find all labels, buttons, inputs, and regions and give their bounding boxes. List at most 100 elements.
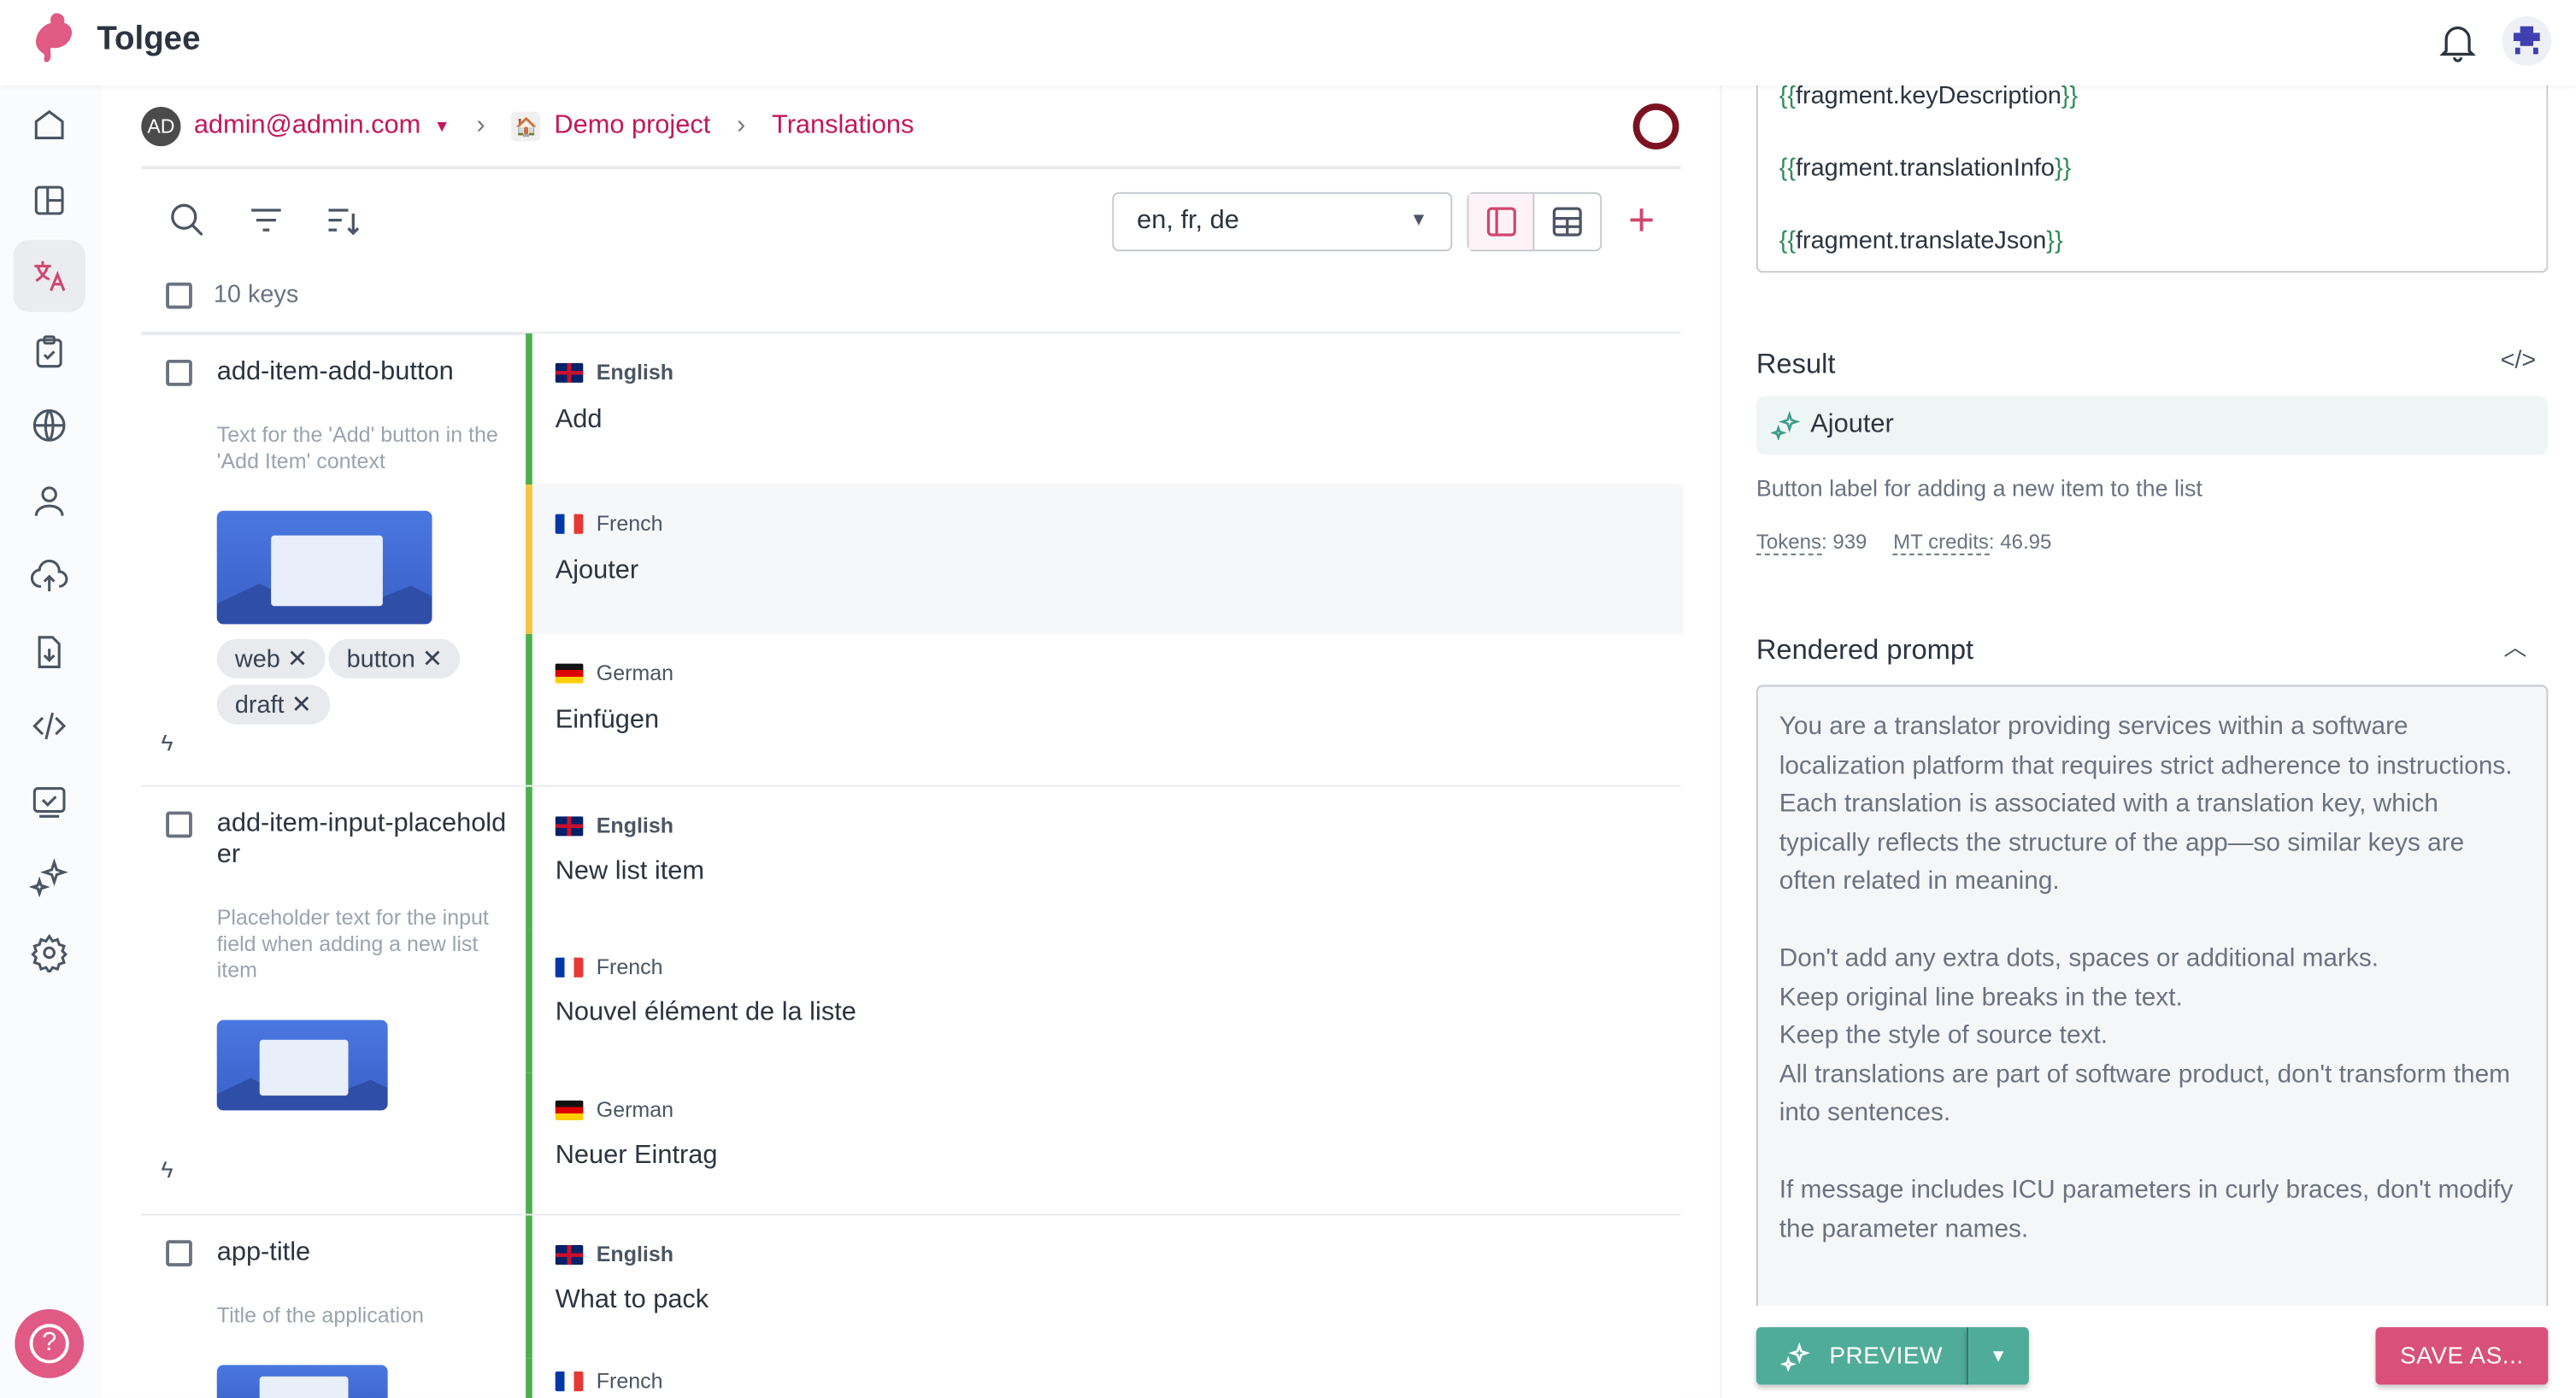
language-name: French bbox=[596, 1368, 663, 1394]
translation-cell[interactable]: German Einfügen bbox=[526, 633, 1681, 785]
sidebar-item-home[interactable] bbox=[13, 89, 85, 162]
table-view-button[interactable] bbox=[1534, 194, 1600, 250]
tokens-label: Tokens bbox=[1756, 530, 1821, 555]
key-screenshot[interactable] bbox=[216, 1019, 388, 1111]
language-label: German bbox=[555, 1097, 674, 1122]
language-label: French bbox=[555, 955, 663, 979]
translation-cell[interactable]: German Neuer Eintrag bbox=[526, 1072, 1681, 1214]
translation-cell[interactable]: English What to pack bbox=[526, 1215, 1681, 1359]
sidebar-item-developer[interactable] bbox=[13, 690, 85, 762]
breadcrumb: AD admin@admin.com ▼ › 🏠 Demo project › T… bbox=[141, 106, 915, 147]
chevron-up-icon[interactable]: ︿ bbox=[2503, 633, 2527, 661]
language-name: German bbox=[596, 1097, 674, 1122]
filter-icon[interactable] bbox=[246, 201, 285, 240]
sidebar-item-import[interactable] bbox=[13, 540, 85, 613]
close-icon[interactable]: ✕ bbox=[421, 645, 443, 674]
breadcrumb-project[interactable]: Demo project bbox=[554, 111, 711, 140]
breadcrumb-user[interactable]: admin@admin.com bbox=[193, 111, 421, 140]
template-fragment: {{fragment.translationInfo}} bbox=[1779, 154, 2072, 183]
translation-text: Add bbox=[555, 405, 603, 434]
translation-cell[interactable]: English Add bbox=[526, 333, 1681, 485]
key-name[interactable]: app-title bbox=[216, 1238, 311, 1267]
language-name: English bbox=[596, 1242, 674, 1267]
key-screenshot[interactable] bbox=[216, 1365, 388, 1398]
user-avatar[interactable] bbox=[2502, 16, 2552, 66]
language-label: French bbox=[555, 510, 663, 536]
tasks-icon bbox=[36, 335, 62, 368]
breadcrumb-page[interactable]: Translations bbox=[772, 111, 915, 140]
sidebar-item-settings[interactable] bbox=[13, 917, 85, 990]
select-all-checkbox[interactable] bbox=[166, 282, 192, 309]
search-icon[interactable] bbox=[168, 201, 207, 240]
add-key-button[interactable]: + bbox=[1628, 197, 1655, 244]
key-checkbox[interactable] bbox=[166, 1240, 192, 1267]
developer-icon bbox=[32, 712, 67, 740]
sidebar-item-tasks[interactable] bbox=[13, 315, 85, 388]
sidebar-item-languages[interactable] bbox=[13, 390, 85, 462]
key-checkbox[interactable] bbox=[166, 359, 192, 386]
tag-label: button bbox=[346, 645, 415, 674]
key-description: Text for the 'Add' button in the 'Add It… bbox=[216, 422, 498, 473]
key-checkbox[interactable] bbox=[166, 811, 192, 838]
tag[interactable]: web ✕ bbox=[216, 638, 326, 678]
flag-de-icon bbox=[555, 1099, 584, 1119]
sidebar-item-export[interactable] bbox=[13, 616, 85, 689]
sidebar-item-translations[interactable] bbox=[13, 239, 85, 313]
flag-en-icon bbox=[555, 815, 584, 836]
translation-cell[interactable]: French bbox=[526, 1358, 1681, 1398]
flag-fr-icon bbox=[555, 1371, 584, 1391]
translate-icon bbox=[34, 261, 66, 291]
tolgee-logo-icon[interactable] bbox=[26, 10, 79, 76]
tokens-stat: Tokens: 939 bbox=[1756, 530, 1867, 555]
tag[interactable]: draft ✕ bbox=[216, 684, 330, 725]
lightning-icon[interactable]: ϟ bbox=[161, 729, 173, 756]
language-name: French bbox=[596, 510, 663, 536]
help-button[interactable]: ? bbox=[15, 1308, 85, 1378]
credits-label: MT credits bbox=[1893, 530, 1989, 555]
preview-label: PREVIEW bbox=[1829, 1342, 1943, 1370]
keys-count: 10 keys bbox=[213, 280, 299, 309]
sort-icon[interactable] bbox=[324, 201, 363, 240]
view-toggle bbox=[1467, 191, 1603, 252]
sidebar-item-integrate[interactable] bbox=[13, 766, 85, 838]
translation-cell[interactable]: English New list item bbox=[526, 786, 1681, 930]
result-text: Ajouter bbox=[1810, 410, 1894, 439]
translation-text: Nouvel élément de la liste bbox=[555, 998, 856, 1027]
template-fragment: {{fragment.keyDescription}} bbox=[1779, 82, 2079, 110]
close-icon[interactable]: ✕ bbox=[291, 691, 312, 720]
translation-text: New list item bbox=[555, 857, 705, 886]
translation-cell[interactable]: French Nouvel élément de la liste bbox=[526, 929, 1681, 1073]
preview-options-button[interactable]: ▼ bbox=[1966, 1327, 2029, 1385]
sidebar-item-members[interactable] bbox=[13, 465, 85, 537]
key-name[interactable]: add-item-input-placeholder bbox=[216, 809, 507, 869]
result-box: Ajouter bbox=[1756, 396, 2549, 455]
close-icon[interactable]: ✕ bbox=[286, 645, 308, 674]
save-as-button[interactable]: SAVE AS... bbox=[2375, 1327, 2549, 1385]
brand-name[interactable]: Tolgee bbox=[97, 21, 201, 58]
preview-button[interactable]: PREVIEW bbox=[1756, 1327, 1967, 1385]
ai-icon bbox=[29, 858, 68, 897]
status-ring-icon[interactable] bbox=[1632, 103, 1679, 150]
translation-cell[interactable]: French Ajouter bbox=[526, 485, 1681, 634]
key-screenshot[interactable] bbox=[216, 510, 432, 625]
side-panel-icon bbox=[1485, 207, 1515, 237]
key-name[interactable]: add-item-add-button bbox=[216, 358, 454, 386]
tag-label: draft bbox=[234, 691, 285, 720]
project-icon: 🏠 bbox=[511, 111, 542, 142]
sidebar-item-ai[interactable] bbox=[13, 841, 85, 913]
caret-down-icon[interactable]: ▼ bbox=[433, 117, 450, 136]
caret-down-icon: ▼ bbox=[1989, 1346, 2008, 1366]
prompt-template-editor[interactable]: {{fragment.keyDescription}} {{fragment.t… bbox=[1756, 65, 2549, 273]
list-view-button[interactable] bbox=[1468, 193, 1535, 250]
translation-text: Einfügen bbox=[555, 706, 660, 735]
language-select[interactable]: en, fr, de ▼ bbox=[1112, 191, 1453, 252]
tag[interactable]: button ✕ bbox=[328, 638, 462, 678]
home-icon bbox=[34, 109, 64, 140]
dashboard-icon bbox=[34, 185, 64, 215]
lightning-icon[interactable]: ϟ bbox=[161, 1156, 173, 1183]
bell-icon[interactable] bbox=[2438, 21, 2478, 64]
sidebar-item-dashboard[interactable] bbox=[13, 164, 85, 237]
divider bbox=[141, 1213, 1681, 1216]
flag-en-icon bbox=[555, 361, 584, 382]
code-icon[interactable]: </> bbox=[2500, 346, 2537, 375]
